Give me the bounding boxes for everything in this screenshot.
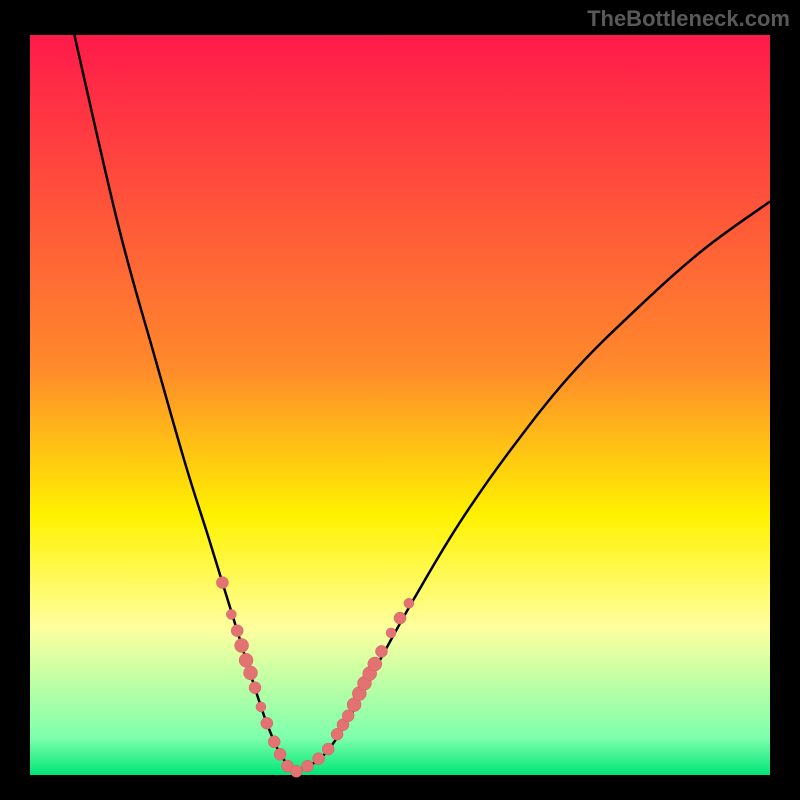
plot-area bbox=[30, 35, 770, 775]
chart-container: { "watermark": "TheBottleneck.com", "plo… bbox=[0, 0, 800, 800]
watermark-text: TheBottleneck.com bbox=[587, 6, 790, 32]
